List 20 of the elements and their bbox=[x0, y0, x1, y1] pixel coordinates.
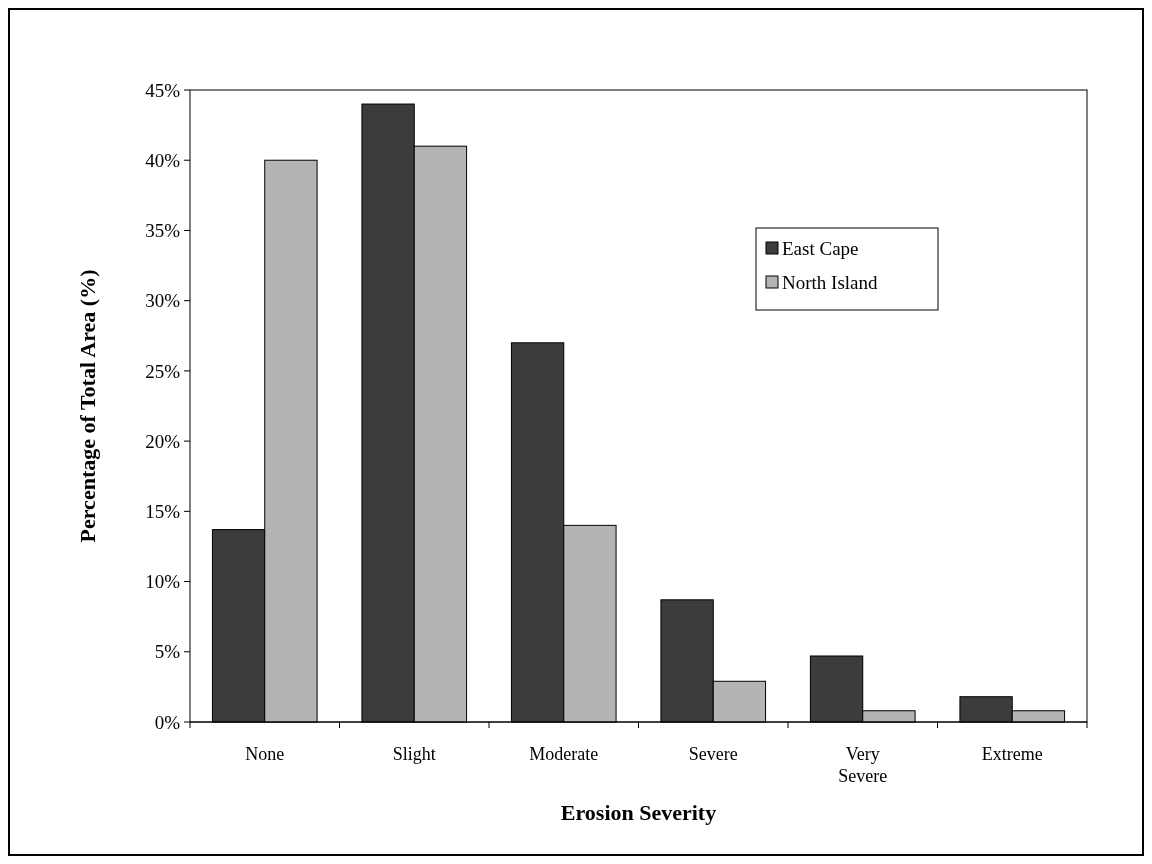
y-axis-title: Percentage of Total Area (%) bbox=[75, 269, 100, 543]
y-tick-label: 45% bbox=[145, 79, 181, 101]
x-tick-label: Very Severe bbox=[838, 744, 888, 786]
y-tick-label: 40% bbox=[145, 149, 181, 171]
x-tick-label: None bbox=[245, 744, 285, 764]
y-tick-label: 35% bbox=[145, 220, 181, 242]
legend-label: East Cape bbox=[782, 237, 859, 259]
y-tick-label: 0% bbox=[154, 711, 181, 733]
y-tick-label: 30% bbox=[145, 290, 181, 312]
x-axis-title: Erosion Severity bbox=[560, 800, 717, 825]
legend-label: North Island bbox=[782, 271, 879, 293]
x-tick-label: Slight bbox=[392, 744, 436, 764]
y-tick-label: 10% bbox=[145, 571, 181, 593]
x-tick-label: Moderate bbox=[529, 744, 599, 764]
x-tick-label: Extreme bbox=[981, 744, 1043, 764]
y-tick-label: 25% bbox=[145, 360, 181, 382]
y-tick-label: 15% bbox=[145, 500, 181, 522]
y-tick-label: 5% bbox=[154, 641, 181, 663]
x-tick-label: Severe bbox=[688, 744, 738, 764]
y-tick-label: 20% bbox=[145, 430, 181, 452]
